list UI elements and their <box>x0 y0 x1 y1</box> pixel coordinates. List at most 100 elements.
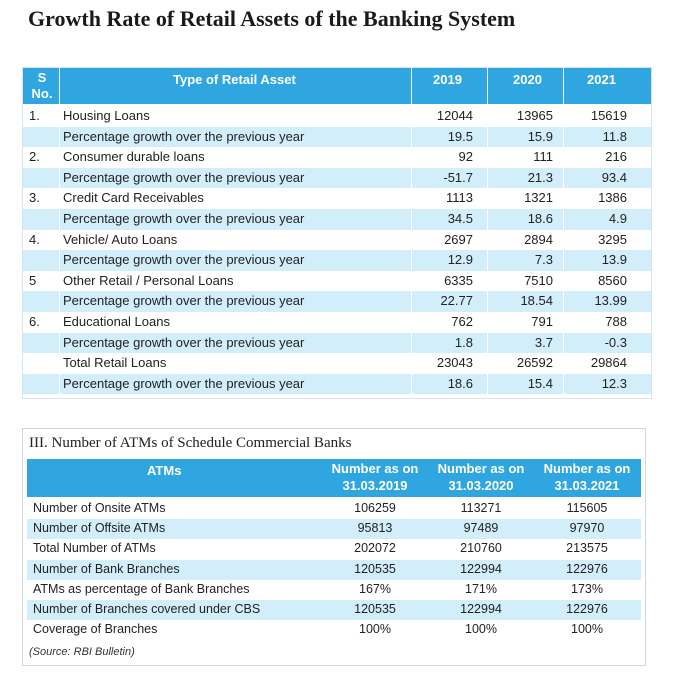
row-label: Percentage growth over the previous year <box>63 375 305 391</box>
value-2020: 21.3 <box>527 169 553 185</box>
value-2020: 791 <box>531 314 553 329</box>
row-label: Total Retail Loans <box>63 355 167 371</box>
value-2021: 216 <box>605 149 627 165</box>
value-2021: 788 <box>605 314 627 329</box>
value-2020: 15.4 <box>527 375 553 391</box>
header-atms: ATMs <box>147 463 182 478</box>
value-2019: 92 <box>458 149 473 165</box>
value-2020: 13965 <box>516 108 553 123</box>
value-2019: 120535 <box>354 561 396 576</box>
row-label: Credit Card Receivables <box>63 190 204 206</box>
header-2019: 2019 <box>433 72 462 87</box>
value-2019: 2697 <box>444 231 473 247</box>
table-row: Percentage growth over the previous year… <box>23 250 651 271</box>
row-label: Percentage growth over the previous year <box>63 252 305 268</box>
row-label: Percentage growth over the previous year <box>63 334 305 350</box>
value-2021: 8560 <box>598 272 627 288</box>
table-row: Total Number of ATMs 202072 210760 213575 <box>27 539 641 559</box>
table-row: Total Retail Loans 23043 26592 29864 <box>23 353 651 374</box>
row-number: 2. <box>29 149 40 165</box>
table-row: 1. Housing Loans 12044 13965 15619 <box>23 106 651 127</box>
row-label: Consumer durable loans <box>63 149 205 165</box>
source-note: (Source: RBI Bulletin) <box>29 646 135 658</box>
retail-assets-table: S No. Type of Retail Asset 2019 2020 202… <box>22 67 652 399</box>
value-2019: 120535 <box>354 602 396 616</box>
value-2020: 171% <box>465 581 497 596</box>
row-label: Number of Bank Branches <box>33 561 180 576</box>
value-2021: 173% <box>571 581 603 596</box>
row-label: Number of Offsite ATMs <box>33 521 166 536</box>
value-2019: 34.5 <box>447 211 473 226</box>
table-row: 3. Credit Card Receivables 1113 1321 1386 <box>23 188 651 209</box>
value-2020: 7.3 <box>534 252 553 268</box>
value-2021: 122976 <box>566 561 608 576</box>
value-2019: 19.5 <box>447 128 473 144</box>
row-label: Total Number of ATMs <box>33 541 156 556</box>
row-number: 4. <box>29 231 40 247</box>
row-label: Vehicle/ Auto Loans <box>63 231 178 247</box>
atm-table-title: III. Number of ATMs of Schedule Commerci… <box>29 435 352 451</box>
atm-table-header: ATMs Number as on 31.03.2019 Number as o… <box>27 459 641 497</box>
value-2019: 167% <box>359 581 391 596</box>
value-2020: 122994 <box>460 561 502 576</box>
table-row: ATMs as percentage of Bank Branches 167% 1… <box>27 580 641 600</box>
value-2019: 106259 <box>354 501 396 515</box>
table-row: Percentage growth over the previous year… <box>23 209 651 230</box>
table-row: Number of Offsite ATMs 95813 97489 97970 <box>27 519 641 540</box>
value-2019: 22.77 <box>440 293 473 309</box>
header-2021: 2021 <box>587 72 616 87</box>
table-row: Number of Branches covered under CBS 1205… <box>27 600 641 620</box>
value-2020: 100% <box>465 622 497 637</box>
row-label: Coverage of Branches <box>33 622 158 637</box>
value-2021: 4.9 <box>608 211 627 226</box>
value-2019: 12.9 <box>447 252 473 268</box>
header-type: Type of Retail Asset <box>173 72 296 87</box>
table-row: 5 Other Retail / Personal Loans 6335 7510 85… <box>23 271 651 292</box>
value-2020: 7510 <box>524 272 553 288</box>
value-2020: 1321 <box>524 190 553 206</box>
header-col2-line1: Number as on <box>437 461 525 476</box>
row-label: Percentage growth over the previous year <box>63 169 305 185</box>
value-2020: 18.6 <box>527 211 553 226</box>
row-label: Educational Loans <box>63 314 170 329</box>
value-2021: 122976 <box>566 602 608 616</box>
value-2021: 13.99 <box>594 293 627 309</box>
value-2021: 15619 <box>590 108 627 123</box>
table-row: Percentage growth over the previous year… <box>23 167 651 189</box>
value-2019: 1.8 <box>454 334 473 350</box>
value-2019: 100% <box>359 622 391 637</box>
value-2019: 1113 <box>446 190 473 206</box>
table-row: Number of Onsite ATMs 106259 113271 115605 <box>27 499 641 519</box>
value-2020: 2894 <box>524 231 553 247</box>
table-header: S No. Type of Retail Asset 2019 2020 202… <box>23 68 651 104</box>
value-2020: 210760 <box>460 541 502 556</box>
value-2021: 97970 <box>569 521 605 536</box>
table-row: Percentage growth over the previous year… <box>23 126 651 148</box>
value-2021: -0.3 <box>604 334 627 350</box>
atm-table-section: III. Number of ATMs of Schedule Commerci… <box>22 428 646 666</box>
value-2020: 26592 <box>516 355 553 371</box>
value-2021: 100% <box>571 622 603 637</box>
value-2021: 12.3 <box>601 375 627 391</box>
row-label: Other Retail / Personal Loans <box>63 272 234 288</box>
value-2019: 762 <box>451 314 473 329</box>
value-2021: 1386 <box>598 190 627 206</box>
table-row: Percentage growth over the previous year… <box>23 332 651 354</box>
table-row: 2. Consumer durable loans 92 111 216 <box>23 147 651 168</box>
table-row: 4. Vehicle/ Auto Loans 2697 2894 3295 <box>23 230 651 251</box>
row-label: Percentage growth over the previous year <box>63 211 305 226</box>
row-label: Number of Onsite ATMs <box>33 501 166 515</box>
value-2021: 11.8 <box>602 128 627 144</box>
table-row: Percentage growth over the previous year… <box>23 373 651 395</box>
value-2021: 13.9 <box>601 252 627 268</box>
row-label: ATMs as percentage of Bank Branches <box>33 581 250 596</box>
header-col3-line1: Number as on <box>543 461 631 476</box>
value-2020: 122994 <box>460 602 502 616</box>
row-label: Housing Loans <box>63 108 150 123</box>
value-2019: 95813 <box>357 521 393 536</box>
value-2019: 6335 <box>444 272 473 288</box>
header-col1-line2: 31.03.2019 <box>342 478 408 493</box>
row-label: Percentage growth over the previous year <box>63 293 305 309</box>
header-col3-line2: 31.03.2021 <box>554 478 620 493</box>
table-row: Number of Bank Branches 120535 122994 12297… <box>27 559 641 580</box>
